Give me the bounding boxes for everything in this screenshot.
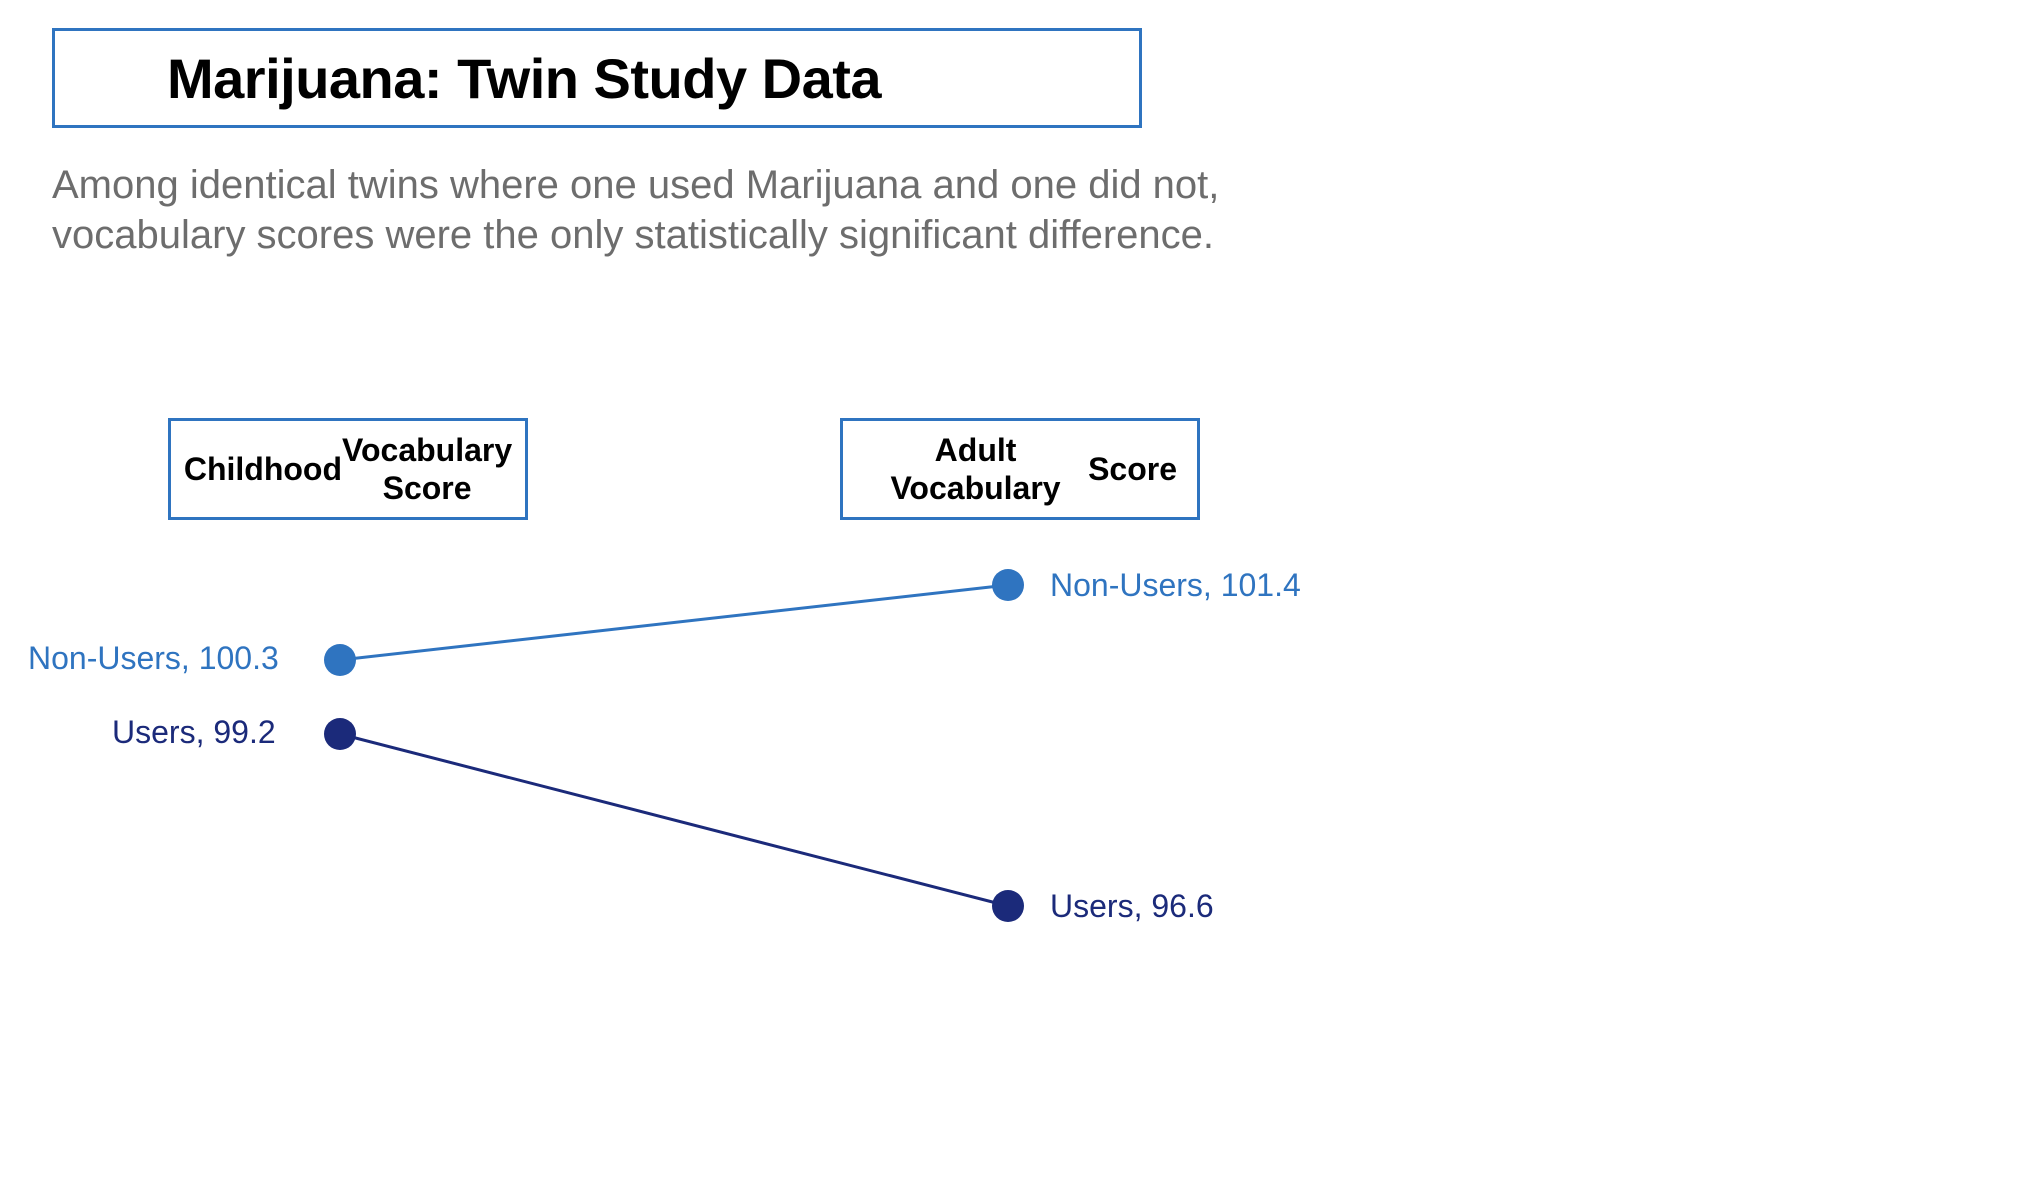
slope-line	[340, 734, 1008, 906]
data-marker	[324, 644, 356, 676]
slope-line	[340, 585, 1008, 660]
data-marker	[324, 718, 356, 750]
data-label-left: Users, 99.2	[112, 714, 276, 751]
data-marker	[992, 890, 1024, 922]
data-label-right: Non-Users, 101.4	[1050, 567, 1301, 604]
data-label-left: Non-Users, 100.3	[28, 640, 279, 677]
data-marker	[992, 569, 1024, 601]
data-label-right: Users, 96.6	[1050, 888, 1214, 925]
slope-chart	[0, 0, 2030, 1180]
slide-container: Marijuana: Twin Study Data Among identic…	[0, 0, 2030, 1180]
